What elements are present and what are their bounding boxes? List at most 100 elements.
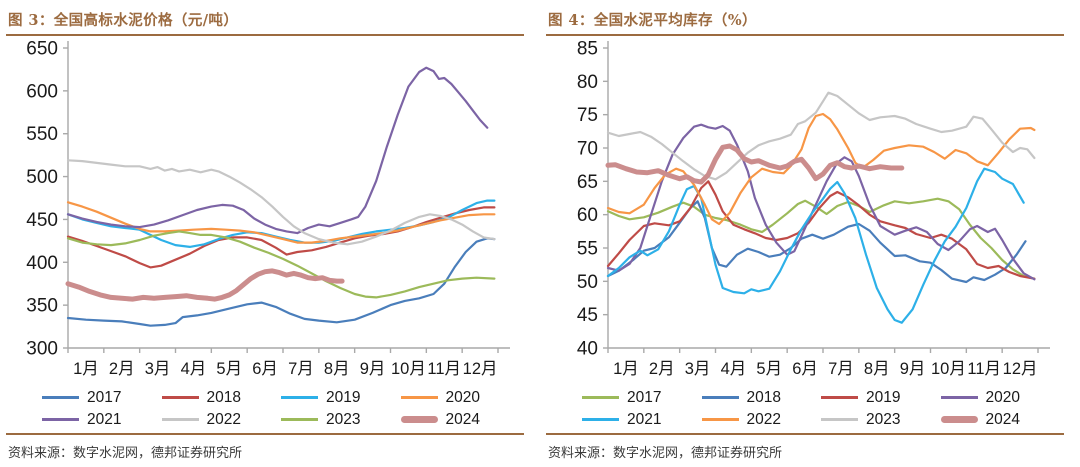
x-tick-label: 2月 <box>649 360 675 378</box>
legend-swatch-2023 <box>281 418 318 421</box>
series-2021-line <box>66 66 489 235</box>
legend-label-2019: 2019 <box>866 388 901 406</box>
figure-4-panel: 图 4：全国水泥平均库存（%） 40 45 50 55 60 65 70 75 80 85 1月 2月… <box>540 0 1080 467</box>
series-2022-line <box>606 112 1036 226</box>
y-tick-label: 350 <box>26 296 58 317</box>
series-2020-line <box>606 123 1036 281</box>
legend-item-2019: 2019 <box>821 388 941 407</box>
x-tick-label: 8月 <box>324 360 350 378</box>
x-tick-label: 3月 <box>685 360 711 378</box>
x-tick-label: 11月 <box>967 360 1001 378</box>
figure-3-panel: 图 3：全国高标水泥价格（元/吨） 300 350 400 450 500 550 600 6… <box>6 12 524 461</box>
legend-label-2023: 2023 <box>866 410 901 428</box>
figure-3-title-rule <box>6 34 524 36</box>
legend-label-2022: 2022 <box>206 410 241 428</box>
series-2017-line <box>606 197 1036 280</box>
x-tick-label: 7月 <box>288 360 314 378</box>
y-tick-label: 500 <box>26 167 58 188</box>
x-tick-label: 5月 <box>216 360 242 378</box>
x-tick-label: 6月 <box>792 360 818 378</box>
x-tick-label: 10月 <box>931 360 966 378</box>
x-tick-label: 6月 <box>252 360 278 378</box>
legend-swatch-2024 <box>940 416 978 423</box>
line-chart-canvas: 300 350 400 450 500 550 600 650 1月 2月 3月 4月 5月 6月 7月 8月… <box>26 39 510 378</box>
y-tick-label: 600 <box>26 81 58 102</box>
figure-4-title-rule <box>546 34 1064 36</box>
legend-label-2019: 2019 <box>326 388 361 406</box>
figure-4-chart: 40 45 50 55 60 65 70 75 80 85 1月 2月 3月 4月 5月 6月 7月 8月 9月 10… <box>546 36 1064 384</box>
series-2023-line <box>66 230 496 299</box>
legend-item-2019: 2019 <box>281 388 401 407</box>
legend-label-2020: 2020 <box>445 388 480 406</box>
y-tick-label: 70 <box>577 139 598 160</box>
legend-swatch-2022 <box>161 418 199 421</box>
legend-swatch-2021 <box>42 418 79 421</box>
y-tick-label: 450 <box>26 210 58 231</box>
x-tick-label: 12月 <box>1003 360 1038 378</box>
legend-label-2018: 2018 <box>206 388 241 406</box>
legend-item-2023: 2023 <box>281 410 401 429</box>
x-tick-label: 7月 <box>828 360 854 378</box>
legend-swatch-2019 <box>821 396 858 399</box>
legend-item-2021: 2021 <box>582 410 702 429</box>
legend-label-2023: 2023 <box>326 410 361 428</box>
legend-item-2020: 2020 <box>400 388 521 407</box>
legend-swatch-2017 <box>582 396 619 399</box>
legend-label-2017: 2017 <box>627 388 662 406</box>
legend-swatch-2024 <box>400 416 438 423</box>
x-tick-label: 3月 <box>145 360 171 378</box>
legend-label-2017: 2017 <box>87 388 122 406</box>
legend-item-2022: 2022 <box>161 410 282 429</box>
figure-4-source: 资料来源：数字水泥网，德邦证券研究所 <box>548 446 783 461</box>
x-tick-label: 4月 <box>181 360 207 378</box>
x-tick-label: 5月 <box>756 360 782 378</box>
legend-item-2023: 2023 <box>821 410 941 429</box>
figure-4-footer-rule <box>546 433 1064 435</box>
y-tick-label: 300 <box>26 339 58 360</box>
figure-3-footer-rule <box>6 433 524 435</box>
legend-swatch-2021 <box>582 418 619 421</box>
legend-item-2024: 2024 <box>940 410 1061 429</box>
x-tick-label: 2月 <box>109 360 135 378</box>
y-tick-label: 50 <box>577 272 598 293</box>
legend-swatch-2022 <box>701 418 739 421</box>
series-2021-line <box>606 167 1025 324</box>
legend-label-2024: 2024 <box>985 410 1020 428</box>
series-2024-line <box>65 268 345 302</box>
y-tick-label: 80 <box>577 72 598 93</box>
legend-label-2018: 2018 <box>746 388 781 406</box>
y-tick-label: 60 <box>577 205 598 226</box>
x-tick-label: 1月 <box>73 360 99 378</box>
x-tick-label: 4月 <box>721 360 747 378</box>
series-2018-line <box>66 206 496 269</box>
legend-swatch-2018 <box>701 396 739 399</box>
y-tick-label: 400 <box>26 253 58 274</box>
series-2017-line <box>66 237 496 327</box>
series-2020-line <box>66 201 496 244</box>
legend-item-2018: 2018 <box>161 388 282 407</box>
legend-item-2017: 2017 <box>42 388 162 407</box>
figure-4-legend: 2017 2018 2019 2020 2021 2022 2023 2024 <box>546 384 1064 429</box>
legend-swatch-2020 <box>400 396 438 399</box>
figure-3-source: 资料来源：数字水泥网，德邦证券研究所 <box>8 446 243 461</box>
legend-item-2018: 2018 <box>701 388 822 407</box>
legend-label-2022: 2022 <box>746 410 781 428</box>
x-tick-label: 10月 <box>391 360 426 378</box>
y-tick-label: 75 <box>577 105 598 126</box>
y-tick-label: 85 <box>577 39 598 60</box>
x-tick-label: 9月 <box>360 360 386 378</box>
legend-label-2020: 2020 <box>985 388 1020 406</box>
legend-item-2024: 2024 <box>400 410 521 429</box>
x-tick-label: 11月 <box>427 360 461 378</box>
legend-swatch-2023 <box>821 418 858 421</box>
series-2022-line <box>66 159 496 246</box>
y-tick-label: 45 <box>577 305 598 326</box>
y-tick-label: 550 <box>26 124 58 145</box>
y-tick-label: 65 <box>577 172 598 193</box>
legend-label-2024: 2024 <box>445 410 480 428</box>
legend-label-2021: 2021 <box>87 410 122 428</box>
series-2023-line <box>606 91 1036 181</box>
figure-3-title: 图 3：全国高标水泥价格（元/吨） <box>8 12 239 29</box>
legend-item-2022: 2022 <box>701 410 822 429</box>
